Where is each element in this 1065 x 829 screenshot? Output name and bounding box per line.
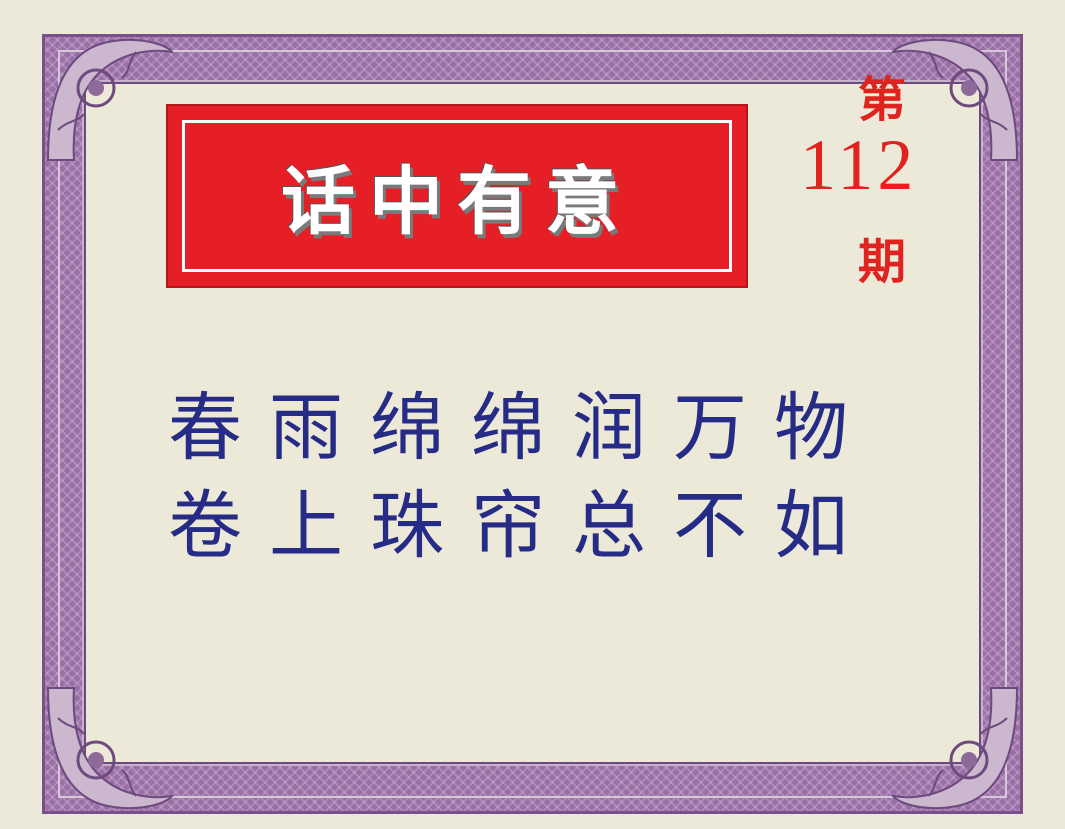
corner-ornament-icon (890, 38, 1019, 161)
issue-prefix: 第 (858, 72, 907, 128)
corner-ornament-icon (46, 38, 175, 161)
title-banner: 话中有意 (166, 104, 748, 288)
title-banner-inner-border (182, 120, 732, 272)
issue-suffix: 期 (858, 234, 907, 290)
corner-ornament-icon (46, 687, 175, 810)
poem-line: 春雨绵绵润万物 (168, 385, 875, 471)
issue-number: 112 (800, 125, 918, 205)
border-inner-line (58, 50, 1007, 798)
page-title: 话中有意 (281, 159, 633, 245)
corner-ornament-icon (890, 687, 1019, 810)
poem-line: 卷上珠帘总不如 (168, 483, 875, 569)
